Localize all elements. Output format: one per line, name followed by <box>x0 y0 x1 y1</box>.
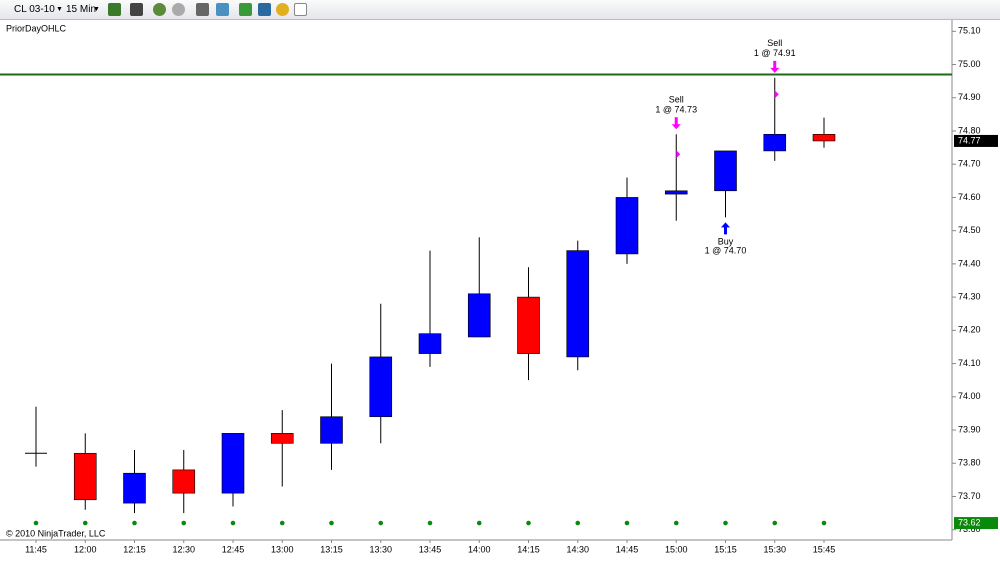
x-tick-label: 13:15 <box>320 544 343 554</box>
window-button[interactable] <box>294 3 307 16</box>
x-tick-label: 12:15 <box>123 544 146 554</box>
interval-selector[interactable]: 15 Min <box>66 4 97 15</box>
copyright: © 2010 NinjaTrader, LLC <box>6 528 106 538</box>
prior-low-dot <box>33 520 39 526</box>
prior-low-dot <box>329 520 334 526</box>
candle-body <box>566 250 590 358</box>
x-tick-label: 15:00 <box>665 544 688 554</box>
y-tick-label: 73.60 <box>958 524 981 534</box>
x-tick-label: 13:00 <box>271 544 294 554</box>
x-tick-label: 13:45 <box>419 544 442 554</box>
prior-low-dot <box>673 520 679 526</box>
prior-low-dot <box>723 520 728 526</box>
x-tick-label: 14:15 <box>517 544 540 554</box>
x-tick-label: 14:45 <box>616 544 639 554</box>
last-price-label: 74.77 <box>958 135 981 145</box>
y-tick-label: 74.70 <box>958 159 981 169</box>
prior-low-dot <box>181 520 187 526</box>
y-tick-label: 73.70 <box>958 491 981 501</box>
candle-body <box>615 197 639 255</box>
trade-label: 1 @ 74.73 <box>655 105 697 115</box>
prior-low-dot <box>279 520 285 526</box>
strategies-button[interactable] <box>239 3 252 16</box>
y-tick-label: 75.00 <box>958 59 981 69</box>
trade-action: Sell <box>767 38 782 48</box>
prior-low-dot <box>772 520 778 526</box>
y-tick-label: 74.90 <box>958 92 981 102</box>
x-tick-label: 15:30 <box>763 544 786 554</box>
x-tick-label: 11:45 <box>25 544 47 554</box>
x-tick-label: 12:45 <box>222 544 245 554</box>
candle-body <box>73 452 97 501</box>
x-tick-label: 14:30 <box>566 544 589 554</box>
trade-action: Buy <box>718 237 734 247</box>
y-tick-label: 74.30 <box>958 291 981 301</box>
prior-low-dot <box>427 520 433 526</box>
y-tick-label: 73.80 <box>958 458 981 468</box>
y-tick-label: 74.10 <box>958 358 981 368</box>
candle-body <box>467 293 491 338</box>
candle-body <box>320 416 343 444</box>
candle-body <box>123 472 146 504</box>
x-tick-label: 15:45 <box>813 544 836 554</box>
indicator-label: PriorDayOHLC <box>6 23 67 33</box>
y-tick-label: 74.00 <box>958 391 981 401</box>
y-tick-label: 74.40 <box>958 258 981 268</box>
candle-body <box>714 150 737 192</box>
y-tick-label: 75.10 <box>958 26 981 36</box>
zoom-in-button[interactable] <box>153 3 166 16</box>
candle-body <box>664 190 688 195</box>
trade-label: 1 @ 74.70 <box>705 246 747 256</box>
indicators-button[interactable] <box>258 3 271 16</box>
trade-label: 1 @ 74.91 <box>754 48 796 58</box>
prior-low-dot <box>132 520 137 526</box>
y-tick-label: 74.60 <box>958 192 981 202</box>
drawing-tool-button[interactable] <box>130 3 143 16</box>
prior-low-dot <box>575 520 581 526</box>
bar-type-button[interactable] <box>108 3 121 16</box>
sell-arrow <box>770 60 780 73</box>
x-tick-label: 12:00 <box>74 544 97 554</box>
candle-body <box>763 134 787 152</box>
candle-body <box>221 433 245 494</box>
x-tick-label: 14:00 <box>468 544 491 554</box>
execution-marker <box>774 90 779 99</box>
y-tick-label: 74.50 <box>958 225 981 235</box>
candle-body <box>369 356 393 418</box>
x-tick-label: 15:15 <box>714 544 737 554</box>
prior-low-dot <box>526 520 531 526</box>
instrument-selector[interactable]: CL 03-10 <box>14 4 55 15</box>
buy-arrow <box>721 222 730 235</box>
last-price-tag <box>954 134 998 147</box>
x-tick-label: 12:30 <box>172 544 195 554</box>
execution-marker <box>676 150 681 159</box>
prior-low-dot <box>82 520 88 526</box>
prior-low-dot <box>378 520 384 526</box>
y-tick-label: 74.20 <box>958 325 981 335</box>
prior-low-dot <box>624 520 630 526</box>
candle-body <box>517 296 540 354</box>
prior-low-label: 73.62 <box>958 517 981 527</box>
prior-low-tag <box>954 517 998 530</box>
zoom-out-button[interactable] <box>172 3 185 16</box>
orders-button[interactable] <box>276 3 289 16</box>
toolbar: CL 03-10 ▼ 15 Min ▼ <box>0 0 1000 20</box>
y-tick-label: 74.80 <box>958 125 981 135</box>
candle-body <box>172 469 196 494</box>
prior-low-dot <box>821 520 827 526</box>
y-tick-label: 73.90 <box>958 424 981 434</box>
trade-action: Sell <box>669 95 684 105</box>
sell-arrow <box>671 117 681 130</box>
prior-low-dot <box>230 520 236 526</box>
x-tick-label: 13:30 <box>369 544 392 554</box>
cursor-button[interactable] <box>196 3 209 16</box>
dropdown-arrow: ▼ <box>93 6 100 13</box>
candle-body <box>812 134 836 142</box>
candle-body <box>418 333 442 354</box>
candle-body <box>270 433 294 444</box>
prior-low-dot <box>476 520 482 526</box>
dropdown-arrow: ▼ <box>56 6 63 13</box>
properties-button[interactable] <box>216 3 229 16</box>
